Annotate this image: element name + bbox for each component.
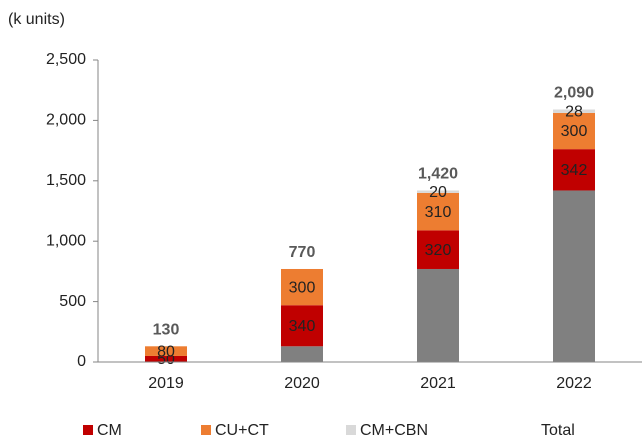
y-tick-label: 0 xyxy=(77,353,86,370)
total-label: 130 xyxy=(153,322,180,339)
segment-label: 340 xyxy=(289,318,316,335)
bar-segment xyxy=(553,149,595,191)
bar-segment xyxy=(281,268,323,306)
bar-segment xyxy=(281,305,323,347)
x-tick-label: 2022 xyxy=(556,375,592,392)
y-tick-label: 1,500 xyxy=(46,172,86,189)
total-label: 1,420 xyxy=(418,166,458,183)
legend-label: CU+CT xyxy=(215,422,269,439)
segment-label: 320 xyxy=(425,242,452,259)
bar-segment xyxy=(417,268,459,362)
legend-marker xyxy=(83,425,93,435)
bar-segment xyxy=(417,192,459,231)
bar-segment xyxy=(281,346,323,362)
legend-label: CM xyxy=(97,422,122,439)
bar-segment xyxy=(145,346,187,356)
total-label: 770 xyxy=(289,244,316,261)
segment-label: 80 xyxy=(157,343,175,360)
total-label: 2,090 xyxy=(554,85,594,102)
segment-label: 342 xyxy=(561,162,588,179)
legend-marker xyxy=(201,425,211,435)
x-tick-label: 2021 xyxy=(420,375,456,392)
y-tick-label: 2,500 xyxy=(46,51,86,68)
bar-segment xyxy=(553,112,595,150)
y-tick-label: 2,000 xyxy=(46,112,86,129)
bar-segment xyxy=(553,109,595,113)
bar-segment xyxy=(417,230,459,269)
bar-segment xyxy=(553,190,595,362)
segment-label: 300 xyxy=(289,279,316,296)
x-tick-label: 2019 xyxy=(148,375,184,392)
y-tick-label: 500 xyxy=(59,293,86,310)
legend-label: CM+CBN xyxy=(360,422,428,439)
y-tick-label: 1,000 xyxy=(46,232,86,249)
x-tick-label: 2020 xyxy=(284,375,320,392)
bar-segment xyxy=(145,355,187,362)
segment-label: 310 xyxy=(425,204,452,221)
segment-label: 20 xyxy=(429,184,447,201)
legend-marker xyxy=(346,425,356,435)
bar-segment xyxy=(417,190,459,193)
y-axis-label: (k units) xyxy=(8,11,65,28)
legend-marker xyxy=(527,425,537,435)
legend-label: Total xyxy=(541,422,575,439)
segment-label: 28 xyxy=(565,103,583,120)
segment-label: 300 xyxy=(561,123,588,140)
